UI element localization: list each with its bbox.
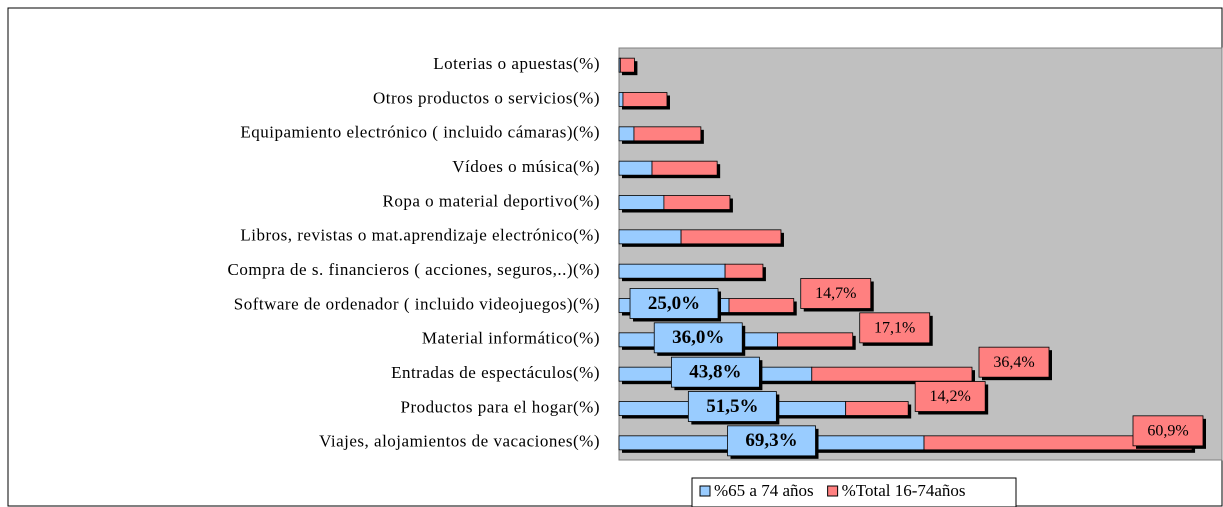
category-label: Otros productos o servicios(%) <box>373 88 600 107</box>
value-label: 43,8% <box>689 362 741 383</box>
bar <box>728 298 795 313</box>
category-label: Material informático(%) <box>422 329 600 348</box>
legend-swatch <box>827 485 839 497</box>
value-label: 17,1% <box>874 320 915 337</box>
value-label: 36,0% <box>672 327 724 348</box>
bar <box>633 126 702 142</box>
bar <box>622 92 668 107</box>
bar <box>680 229 782 245</box>
label-box <box>914 381 986 412</box>
category-label: Libros, revistas o mat.aprendizaje elect… <box>240 226 600 245</box>
value-label: 25,0% <box>648 293 700 314</box>
bar <box>663 195 731 210</box>
label-box <box>800 278 872 309</box>
category-label: Equipamiento electrónico ( incluido cáma… <box>240 123 600 142</box>
value-label: 60,9% <box>1147 423 1188 440</box>
legend-swatch <box>699 485 711 497</box>
value-label: 14,2% <box>930 388 971 405</box>
value-label: 69,3% <box>745 430 797 451</box>
bar <box>724 263 764 279</box>
category-label: Productos para el hogar(%) <box>401 397 600 416</box>
bar <box>811 366 973 382</box>
label-box <box>653 322 743 354</box>
bar <box>618 126 635 142</box>
bar <box>618 195 665 210</box>
value-label: 36,4% <box>993 354 1034 371</box>
category-label: Vídoes o música(%) <box>452 157 600 176</box>
bar <box>777 332 854 348</box>
category-label: Viajes, alojamientos de vacaciones(%) <box>319 432 600 451</box>
value-label: 14,7% <box>815 285 856 302</box>
legend-label: %65 a 74 años <box>714 481 814 500</box>
label-box <box>1132 415 1204 447</box>
label-box <box>670 356 760 388</box>
label-box <box>629 288 719 319</box>
category-label: Loterias o apuestas(%) <box>433 54 600 73</box>
bar <box>618 229 682 245</box>
bar <box>618 263 726 279</box>
category-label: Compra de s. financieros ( acciones, seg… <box>228 260 600 279</box>
label-box <box>727 425 816 457</box>
label-box <box>859 312 931 344</box>
bar <box>619 57 635 73</box>
bar <box>618 92 624 107</box>
value-label: 51,5% <box>706 396 758 417</box>
category-label: Ropa o material deportivo(%) <box>383 191 600 210</box>
legend-box <box>691 477 1017 507</box>
legend-label: %Total 16-74años <box>842 481 966 500</box>
label-box <box>687 391 777 422</box>
label-box <box>978 346 1050 378</box>
bar <box>618 160 653 176</box>
bar <box>651 160 718 176</box>
category-label: Software de ordenador ( incluido videoju… <box>234 294 600 313</box>
category-label: Entradas de espectáculos(%) <box>391 363 600 382</box>
bar <box>845 401 909 416</box>
legend: %65 a 74 años %Total 16-74años <box>691 477 1017 507</box>
